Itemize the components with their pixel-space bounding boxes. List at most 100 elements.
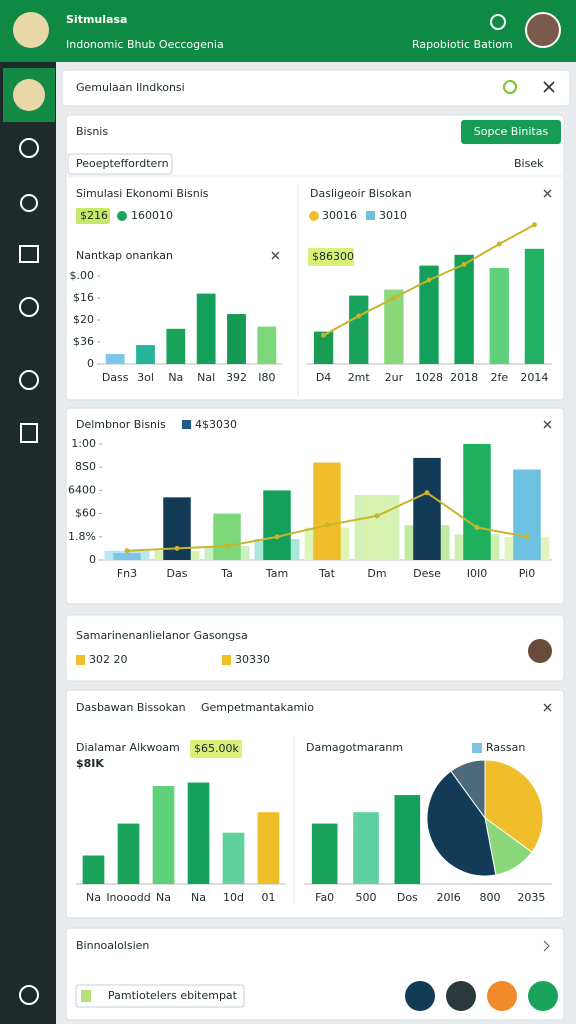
pie-slice xyxy=(426,770,497,877)
bar xyxy=(105,354,125,364)
line-marker xyxy=(174,545,180,551)
x-tick-label: Tam xyxy=(265,567,288,580)
line-marker xyxy=(496,241,502,247)
search-bar[interactable] xyxy=(61,69,571,107)
search-icon[interactable] xyxy=(490,14,506,30)
card-subtitle: Gempetmantakamio xyxy=(201,701,314,714)
bar xyxy=(349,295,369,364)
line-marker xyxy=(356,313,362,319)
loading-icon xyxy=(503,80,517,94)
card-title: Simulasi Ekonomi Bisnis xyxy=(76,187,209,200)
bar xyxy=(227,314,246,364)
note: $8IK xyxy=(76,757,104,770)
chart-title: Dialamar Alkwoam xyxy=(76,741,180,754)
legend-label: Rassan xyxy=(486,741,525,754)
filter-tag[interactable] xyxy=(67,153,173,175)
legend-label: 160010 xyxy=(131,209,173,222)
y-tick-label: $16 xyxy=(73,291,94,304)
avatar[interactable] xyxy=(525,12,561,48)
bar xyxy=(524,248,545,364)
action-button[interactable] xyxy=(446,981,476,1011)
chart-title: Nantkap onankan xyxy=(76,249,173,262)
action-button[interactable] xyxy=(528,981,558,1011)
bar xyxy=(152,785,175,884)
bar xyxy=(363,497,391,560)
action-button[interactable] xyxy=(405,981,435,1011)
close-icons xyxy=(271,189,552,712)
nav-icon[interactable] xyxy=(19,245,39,263)
x-tick-label: 2014 xyxy=(520,371,548,384)
badge xyxy=(190,740,242,758)
nav-icon[interactable] xyxy=(19,297,39,317)
bar xyxy=(353,812,379,884)
dropdown[interactable]: Bisek xyxy=(514,157,544,170)
x-tick-label: I0I0 xyxy=(467,567,488,580)
close-icon[interactable] xyxy=(543,81,555,93)
x-tick-label: Dm xyxy=(367,567,386,580)
x-tick-label: Dos xyxy=(397,891,418,904)
action-button[interactable] xyxy=(487,981,517,1011)
bar xyxy=(419,265,439,364)
line-marker xyxy=(224,543,230,549)
x-tick-label: Tat xyxy=(318,567,336,580)
bar xyxy=(166,328,186,364)
legend-dot xyxy=(76,655,85,665)
x-tick-label: Dese xyxy=(413,567,441,580)
line-marker xyxy=(474,525,480,531)
chevron[interactable] xyxy=(543,940,550,952)
nav-icon[interactable] xyxy=(19,138,39,158)
line-marker xyxy=(531,222,537,228)
card-title: Samarinenanlielanor Gasongsa xyxy=(76,629,248,642)
y-tick-label: $20 xyxy=(73,313,94,326)
y-tick-label: 0 xyxy=(89,553,96,566)
line-marker xyxy=(424,490,430,496)
bar xyxy=(313,462,341,560)
sidebar xyxy=(0,62,56,1024)
y-tick-label: 8S0 xyxy=(75,460,96,473)
x-tick-label: Das xyxy=(167,567,188,580)
bar xyxy=(187,782,210,884)
legend-dot xyxy=(309,211,319,221)
bar xyxy=(257,812,280,884)
panel-button-label[interactable]: Sopce Binitas xyxy=(474,125,549,138)
x-tick-label: Na xyxy=(168,371,183,384)
x-tick-label: 2018 xyxy=(450,371,478,384)
x-tick-label: Inooodd xyxy=(106,891,150,904)
bar xyxy=(82,855,105,884)
bar xyxy=(136,345,155,364)
x-tick-label: Na xyxy=(191,891,206,904)
panel-button[interactable] xyxy=(461,120,561,144)
badge-label: $65.00k xyxy=(194,742,239,755)
legend-dot xyxy=(472,743,482,753)
bar xyxy=(117,823,140,884)
bar xyxy=(454,254,474,364)
nav-icon[interactable] xyxy=(20,194,38,212)
input-text: Pamtiotelers ebitempat xyxy=(108,989,238,1002)
line-marker xyxy=(391,295,397,301)
x-tick-label: 2ur xyxy=(385,371,404,384)
header xyxy=(0,0,576,62)
bar xyxy=(394,795,421,884)
line-marker xyxy=(321,332,327,338)
y-tick-label: 6400 xyxy=(68,483,96,496)
card-title: Binnoalolsien xyxy=(76,939,149,952)
y-tick-label: $36 xyxy=(73,335,94,348)
legend-dot xyxy=(366,211,375,220)
legend-chip xyxy=(76,208,110,224)
bar xyxy=(311,823,338,884)
card xyxy=(65,614,565,682)
x-tick-label: Ta xyxy=(220,567,233,580)
line-marker xyxy=(274,534,280,540)
bar xyxy=(257,326,277,364)
bar xyxy=(263,490,291,560)
nav-icon[interactable] xyxy=(19,985,39,1005)
x-tick-label: Na xyxy=(156,891,171,904)
bar xyxy=(113,553,141,560)
nav-icon[interactable] xyxy=(19,370,39,390)
input[interactable] xyxy=(75,984,245,1008)
bar xyxy=(222,832,245,884)
nav-icon[interactable] xyxy=(20,423,38,443)
app-subtitle: Indonomic Bhub Oeccogenia xyxy=(66,38,224,51)
y-tick-label: $60 xyxy=(75,507,96,520)
